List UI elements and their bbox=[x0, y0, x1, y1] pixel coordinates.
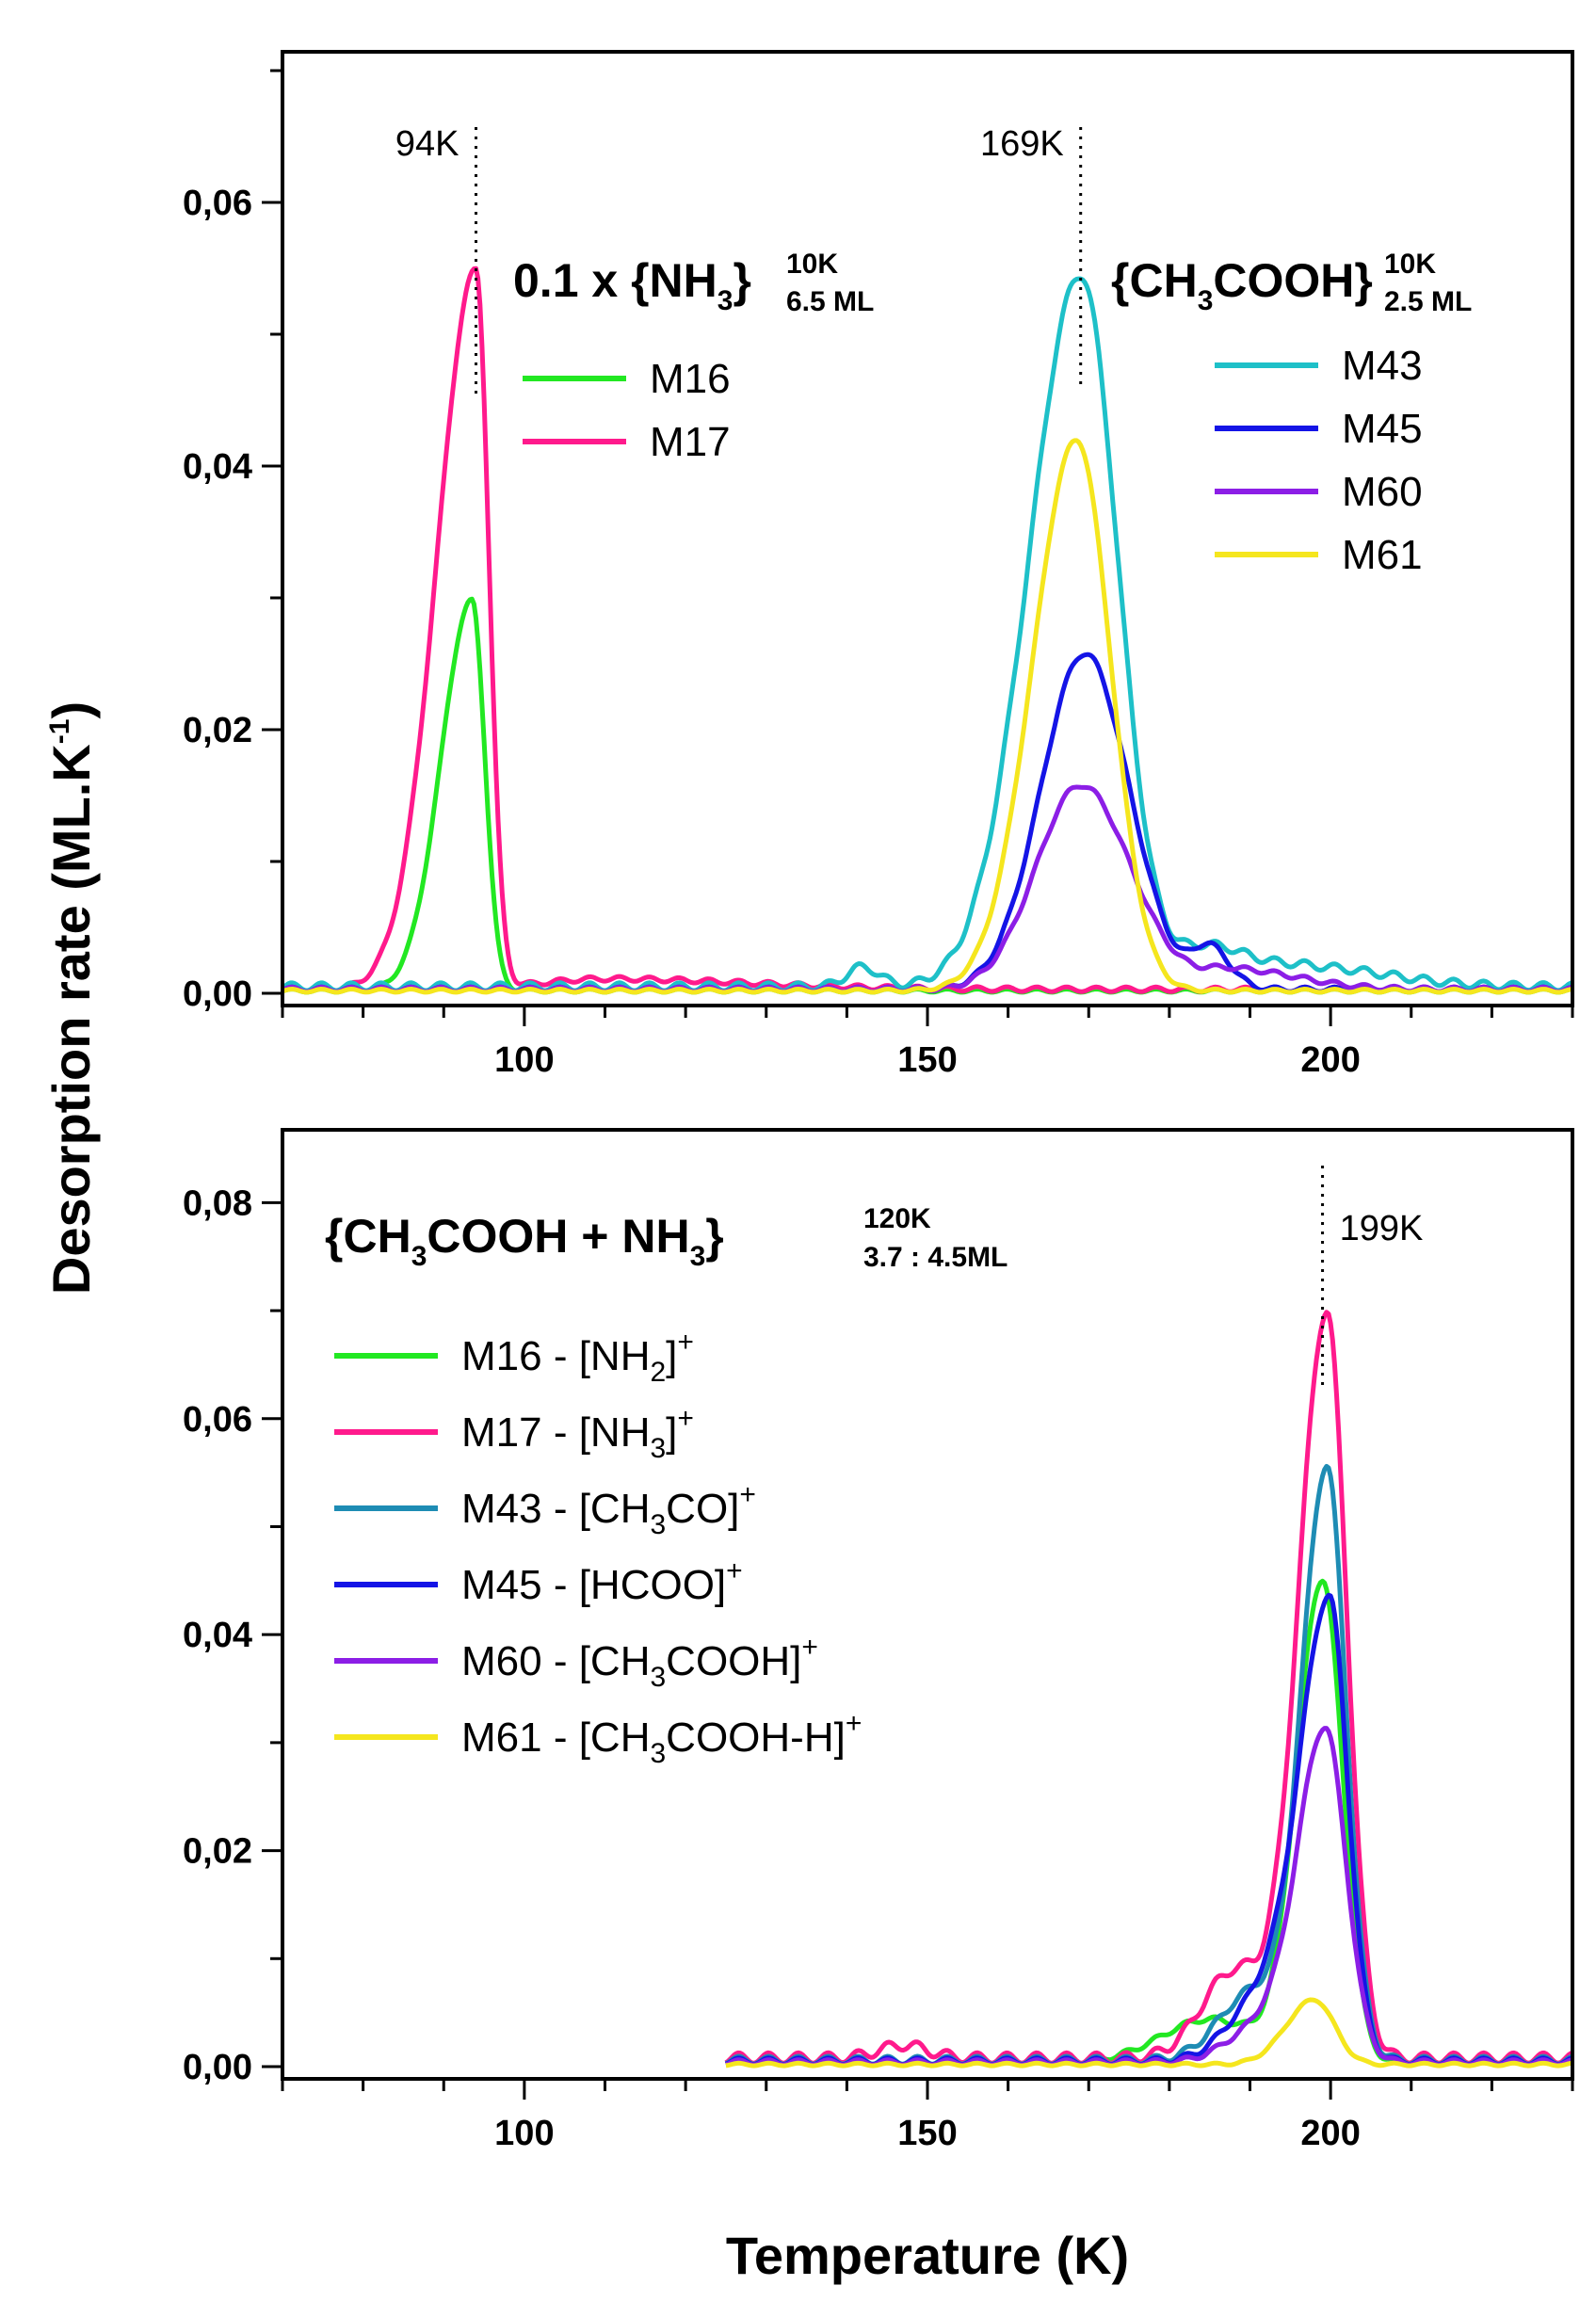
title-main: {CH bbox=[325, 1210, 411, 1263]
title-sup: 120K bbox=[863, 1203, 931, 1234]
series-line bbox=[284, 596, 1571, 995]
series-line bbox=[724, 1310, 1571, 2066]
series-line bbox=[284, 438, 1571, 995]
legend-sup: + bbox=[677, 1327, 694, 1358]
title-main: COOH} bbox=[1213, 254, 1372, 307]
title-main: {CH bbox=[1111, 254, 1198, 307]
x-tick-label: 200 bbox=[1300, 2114, 1360, 2153]
legend-sub: 3 bbox=[650, 1509, 666, 1540]
x-tick-label: 150 bbox=[897, 2114, 957, 2153]
x-tick-label: 200 bbox=[1300, 1040, 1360, 1080]
legend-label: M60 bbox=[1342, 469, 1423, 515]
peak-label: 199K bbox=[1340, 1209, 1424, 1248]
title-sup: 10K bbox=[1384, 249, 1436, 280]
legend-sub: 3 bbox=[650, 1738, 666, 1769]
y-tick-label: 0,02 bbox=[183, 1832, 252, 1872]
peak-label: 169K bbox=[980, 124, 1064, 164]
title-main: } bbox=[733, 254, 750, 307]
legend-label: M60 - [CH3COOH]+ bbox=[461, 1632, 818, 1693]
top-panel: 100 150 200 0,00 0,02 0,04 0,06 94K 169K 0.1 x {N… bbox=[183, 50, 1574, 1080]
legend-sub: 3 bbox=[650, 1662, 666, 1693]
legend-end: CO] bbox=[666, 1486, 739, 1532]
legend-label: M16 bbox=[650, 356, 731, 402]
title-sub: 3 bbox=[411, 1241, 427, 1272]
panel-title: 0.1 x {NH3} bbox=[513, 254, 751, 316]
legend-label: M17 - [NH3]+ bbox=[461, 1403, 694, 1464]
y-axis-title-sup: -1 bbox=[44, 719, 75, 745]
legend-sup: + bbox=[801, 1632, 818, 1663]
series-line bbox=[725, 1726, 1571, 2068]
legend-label: M43 - [CH3CO]+ bbox=[461, 1479, 756, 1540]
y-tick-label: 0,00 bbox=[183, 974, 252, 1014]
series-line bbox=[725, 1997, 1571, 2069]
legend-end: ] bbox=[666, 1409, 677, 1456]
series-line bbox=[284, 276, 1571, 993]
panel-title: {CH3COOH + NH3} bbox=[325, 1210, 724, 1272]
legend-label: M61 - [CH3COOH-H]+ bbox=[461, 1708, 862, 1769]
y-axis-title: Desorption rate (ML.K-1) bbox=[41, 701, 101, 1295]
x-tick-label: 100 bbox=[494, 2114, 554, 2153]
legend-main: M17 - [NH bbox=[461, 1409, 650, 1456]
title-main: } bbox=[705, 1210, 723, 1263]
x-axis-title: Temperature (K) bbox=[726, 2226, 1129, 2285]
title-sup: 10K bbox=[786, 249, 838, 280]
legend-end: ] bbox=[666, 1333, 677, 1379]
y-axis-title-end: ) bbox=[41, 701, 101, 719]
series-line bbox=[284, 652, 1571, 994]
x-tick-label: 150 bbox=[897, 1040, 957, 1080]
y-tick-label: 0,08 bbox=[183, 1183, 252, 1223]
title-sub: 3 bbox=[1198, 285, 1214, 316]
legend-sub: 3 bbox=[650, 1433, 666, 1464]
title-sub2: 2.5 ML bbox=[1384, 286, 1472, 317]
legend-end: COOH-H] bbox=[666, 1714, 846, 1761]
legend-end: COOH] bbox=[666, 1638, 801, 1684]
legend-label: M61 bbox=[1342, 532, 1423, 578]
series-line bbox=[724, 1463, 1571, 2067]
legend-sub: 2 bbox=[650, 1357, 666, 1388]
x-tick-label: 100 bbox=[494, 1040, 554, 1080]
legend-label: M45 bbox=[1342, 406, 1423, 452]
legend-sup: + bbox=[846, 1708, 862, 1739]
y-tick-label: 0,04 bbox=[183, 1616, 252, 1655]
series-line bbox=[725, 1578, 1571, 2068]
title-sub: 3 bbox=[717, 285, 734, 316]
y-tick-label: 0,02 bbox=[183, 711, 252, 750]
y-tick-label: 0,04 bbox=[183, 447, 252, 487]
y-tick-label: 0,06 bbox=[183, 184, 252, 223]
bottom-panel: 100 150 2000,000,020,040,060,08199K{CH3COO… bbox=[183, 1128, 1574, 2153]
legend-label: M43 bbox=[1342, 343, 1423, 389]
legend-main: M45 - [HCOO] bbox=[461, 1562, 726, 1608]
legend-main: M60 - [CH bbox=[461, 1638, 650, 1684]
legend-label: M16 - [NH2]+ bbox=[461, 1327, 694, 1388]
panel-title: {CH3COOH} bbox=[1111, 254, 1373, 316]
title-sub: 3 bbox=[690, 1241, 706, 1272]
series-line bbox=[284, 784, 1571, 994]
legend-label: M45 - [HCOO]+ bbox=[461, 1555, 743, 1608]
peak-label: 94K bbox=[395, 124, 459, 164]
legend-sup: + bbox=[726, 1555, 743, 1586]
y-tick-label: 0,00 bbox=[183, 2048, 252, 2087]
title-main: COOH + NH bbox=[427, 1210, 689, 1263]
title-main: 0.1 x {NH bbox=[513, 254, 717, 307]
title-sub2: 3.7 : 4.5ML bbox=[863, 1242, 1008, 1273]
legend-main: M43 - [CH bbox=[461, 1486, 650, 1532]
legend-main: M61 - [CH bbox=[461, 1714, 650, 1761]
series-line bbox=[724, 1592, 1571, 2068]
y-tick-label: 0,06 bbox=[183, 1400, 252, 1440]
legend-sup: + bbox=[677, 1403, 694, 1434]
legend-label: M17 bbox=[650, 419, 731, 465]
legend-sup: + bbox=[739, 1479, 756, 1510]
title-sub2: 6.5 ML bbox=[786, 286, 874, 317]
y-axis-title-main: Desorption rate (ML.K bbox=[41, 744, 101, 1295]
legend-main: M16 - [NH bbox=[461, 1333, 650, 1379]
